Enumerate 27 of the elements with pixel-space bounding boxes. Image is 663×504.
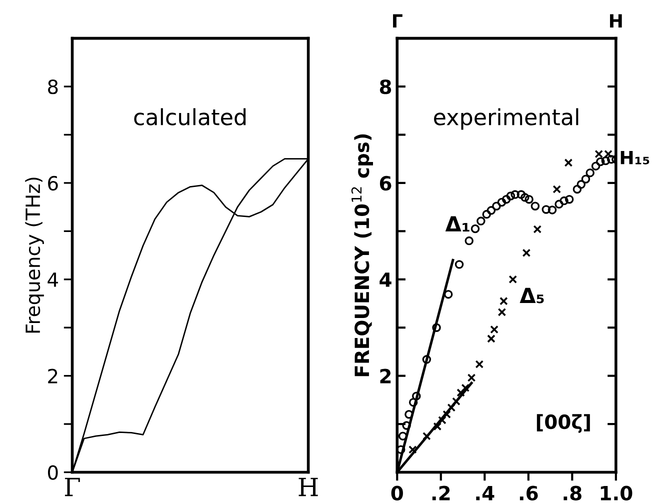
y-tick-label: 0: [48, 465, 58, 480]
y-tick-label: 4: [380, 272, 392, 287]
y-tick-label: 8: [48, 79, 58, 94]
annotation: [00ζ]: [536, 414, 590, 433]
annotation: Δ₁: [445, 216, 470, 232]
x-tick-label: H: [298, 478, 318, 496]
y-tick-label: 6: [380, 176, 392, 191]
y-tick-label: 2: [380, 368, 391, 384]
x-tick-label: Γ: [64, 478, 80, 496]
annotation: Δ₅: [520, 288, 544, 304]
y-axis-title: FREQUENCY (10$^{12}$ cps): [351, 134, 374, 376]
x-tick-label: 1.0: [600, 486, 632, 500]
y-axis-title: Frequency (THz): [25, 178, 44, 333]
x-tick-label: .2: [432, 486, 450, 500]
x-tick-label: .8: [564, 486, 582, 500]
y-tick-label: 8: [380, 79, 392, 94]
text: H: [610, 14, 622, 28]
y-tick-label: 2: [48, 368, 58, 384]
text: H₁₅: [620, 150, 650, 164]
annotation: calculated: [134, 108, 246, 126]
y-tick-label: 4: [48, 272, 58, 287]
x-tick-label: .4: [476, 486, 494, 500]
annotation: experimental: [434, 108, 578, 130]
text: Γ: [393, 14, 402, 28]
y-tick-label: 6: [48, 176, 58, 191]
x-tick-label: .6: [520, 486, 538, 500]
x-tick-label: 0: [391, 486, 403, 500]
